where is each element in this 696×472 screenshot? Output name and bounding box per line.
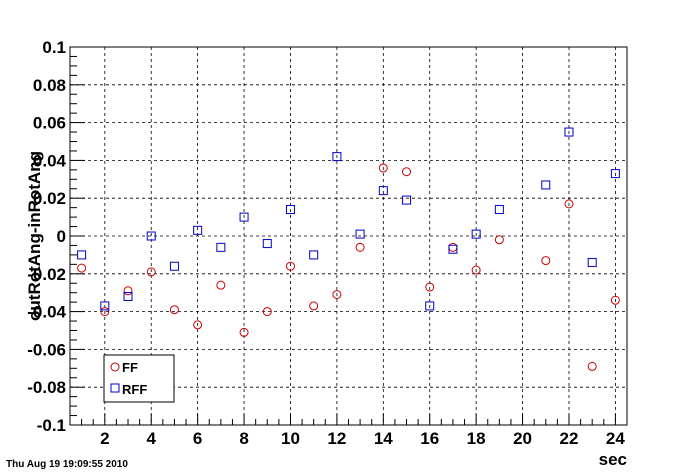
axis-ticks (69, 46, 628, 426)
ff-data-point (494, 235, 504, 245)
legend-label-rff: RFF (122, 382, 147, 397)
ff-data-point (239, 327, 249, 337)
x-tick-label: 2 (100, 429, 109, 448)
y-tick-label: 0.06 (33, 114, 66, 133)
rff-data-point (355, 229, 365, 239)
rff-data-point (239, 212, 249, 222)
legend: FF RFF (103, 354, 175, 403)
x-tick-label: 8 (239, 429, 248, 448)
ff-data-point (610, 295, 620, 305)
y-tick-label: -0.08 (27, 378, 66, 397)
ff-data-point (332, 290, 342, 300)
rff-data-point (285, 205, 295, 215)
y-tick-label: 0.1 (42, 38, 66, 57)
ff-data-point (100, 307, 110, 317)
rff-data-point (402, 195, 412, 205)
rff-data-point (494, 205, 504, 215)
x-tick-label: 4 (146, 429, 156, 448)
y-tick-label: 0.02 (33, 189, 66, 208)
rff-data-point (309, 250, 319, 260)
x-axis-title: sec (599, 450, 627, 469)
legend-marker-rff (110, 383, 120, 393)
x-tick-label: 16 (420, 429, 439, 448)
ff-data-point (216, 280, 226, 290)
y-tick-label: -0.06 (27, 340, 66, 359)
ff-data-point (123, 286, 133, 296)
ff-data-point (471, 265, 481, 275)
x-tick-label: 10 (281, 429, 300, 448)
rff-data-point (378, 186, 388, 196)
legend-label-ff: FF (122, 360, 138, 375)
rff-data-point (471, 229, 481, 239)
rff-data-point (564, 127, 574, 137)
rff-data-point (262, 239, 272, 249)
ff-data-point (564, 199, 574, 209)
ff-data-point (285, 261, 295, 271)
rff-data-point (77, 250, 87, 260)
data-points (77, 127, 620, 371)
y-tick-labels: -0.1 -0.08 -0.06 -0.04 -0.02 0 0.02 0.04 0.06 0.0… (27, 38, 66, 435)
x-tick-label: 6 (193, 429, 202, 448)
x-tick-label: 14 (374, 429, 393, 448)
rff-data-point (448, 244, 458, 254)
rff-data-point (332, 152, 342, 162)
rff-data-point (216, 242, 226, 252)
ff-data-point (169, 305, 179, 315)
ff-data-point (587, 361, 597, 371)
x-tick-label: 18 (467, 429, 486, 448)
ff-data-point (402, 167, 412, 177)
rff-data-point (146, 231, 156, 241)
y-tick-label: 0 (57, 227, 66, 246)
ff-data-point (541, 256, 551, 266)
ff-data-point (378, 163, 388, 173)
x-tick-label: 22 (560, 429, 579, 448)
y-tick-label: 0.04 (33, 151, 67, 170)
y-tick-label: 0.08 (33, 76, 66, 95)
y-axis-title: outRotAng-inRotAng (25, 151, 44, 321)
ff-data-point (355, 242, 365, 252)
ff-data-point (262, 307, 272, 317)
rff-data-point (193, 225, 203, 235)
x-tick-label: 12 (327, 429, 346, 448)
rff-data-point (123, 291, 133, 301)
timestamp: Thu Aug 19 19:09:55 2010 (6, 459, 128, 470)
ff-data-point (425, 282, 435, 292)
x-tick-labels: 2 4 6 8 10 12 14 16 18 20 22 24 (100, 429, 625, 448)
y-tick-label: -0.1 (37, 416, 66, 435)
rff-data-point (169, 261, 179, 271)
rff-data-point (541, 180, 551, 190)
ff-data-point (77, 263, 87, 273)
rff-data-point (100, 301, 110, 311)
y-tick-label: -0.02 (27, 265, 66, 284)
x-tick-label: 20 (513, 429, 532, 448)
ff-data-point (309, 301, 319, 311)
rff-data-point (610, 169, 620, 179)
x-tick-label: 24 (606, 429, 625, 448)
rff-data-point (587, 257, 597, 267)
ff-data-point (193, 320, 203, 330)
ff-data-point (146, 267, 156, 277)
rff-data-point (425, 301, 435, 311)
y-tick-label: -0.04 (27, 303, 66, 322)
legend-marker-ff (110, 362, 120, 372)
